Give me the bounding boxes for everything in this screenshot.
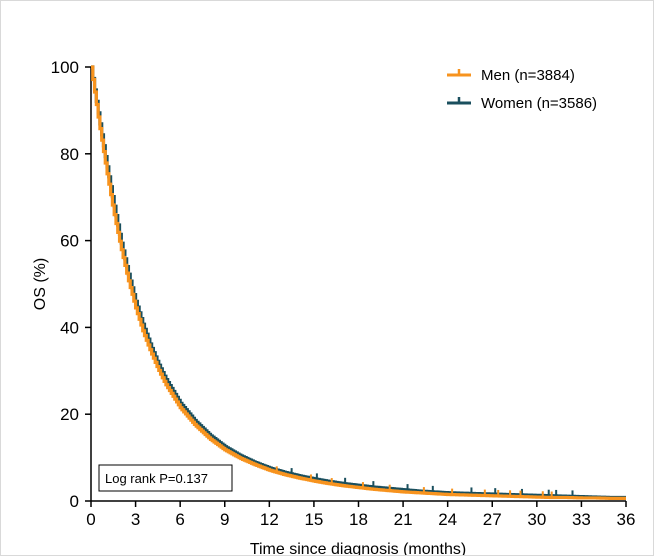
x-tick-label: 30 — [527, 510, 546, 529]
y-tick-label: 60 — [60, 232, 79, 251]
x-tick-label: 36 — [617, 510, 636, 529]
y-tick-label: 20 — [60, 405, 79, 424]
legend-item-women: Women (n=3586) — [447, 95, 597, 112]
legend: Men (n=3884) Women (n=3586) — [447, 67, 597, 112]
x-tick-label: 24 — [438, 510, 457, 529]
x-tick-label: 15 — [304, 510, 323, 529]
logrank-annotation: Log rank P=0.137 — [98, 464, 233, 492]
x-axis-title: Time since diagnosis (months) — [250, 541, 466, 555]
legend-label: Men (n=3884) — [481, 67, 575, 84]
y-tick-label: 100 — [51, 58, 79, 77]
y-tick-label: 40 — [60, 318, 79, 337]
axes — [90, 67, 626, 502]
x-tick-label: 9 — [220, 510, 229, 529]
x-tick-label: 21 — [394, 510, 413, 529]
x-tick-label: 27 — [483, 510, 502, 529]
km-curve-women — [91, 65, 626, 500]
y-tick-label: 80 — [60, 145, 79, 164]
x-tick-label: 3 — [131, 510, 140, 529]
x-tick-label: 33 — [572, 510, 591, 529]
annotation-box — [98, 464, 233, 492]
x-tick-label: 6 — [175, 510, 184, 529]
annotation-text: Log rank P=0.137 — [105, 471, 208, 486]
x-tick-label: 18 — [349, 510, 368, 529]
legend-item-men: Men (n=3884) — [447, 67, 575, 84]
km-curve-men — [91, 65, 626, 500]
x-tick-label: 0 — [86, 510, 95, 529]
series-layer — [91, 65, 626, 500]
y-tick-label: 0 — [70, 492, 79, 511]
x-tick-label: 12 — [260, 510, 279, 529]
legend-label: Women (n=3586) — [481, 95, 597, 112]
y-axis-title: OS (%) — [32, 258, 49, 310]
